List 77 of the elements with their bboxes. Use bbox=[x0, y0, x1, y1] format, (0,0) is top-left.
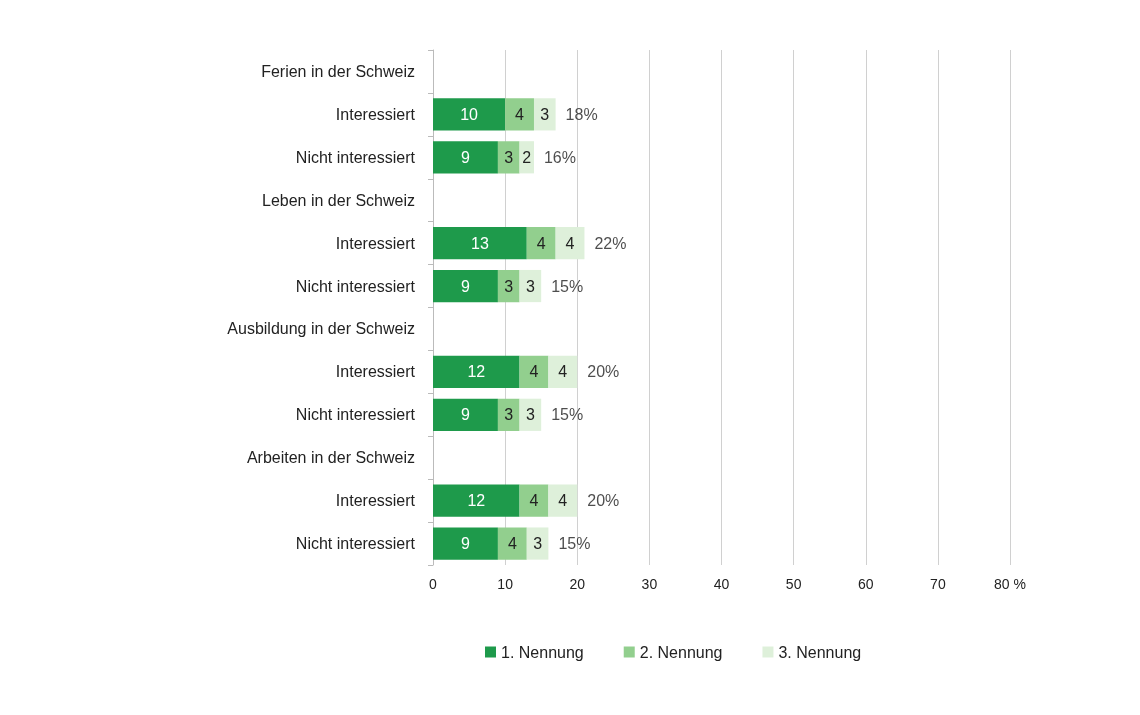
x-tick-label: 60 bbox=[857, 576, 874, 592]
y-tick-label: Nicht interessiert bbox=[295, 406, 416, 424]
x-tick-label: 50 bbox=[785, 576, 802, 592]
bar bbox=[497, 398, 520, 431]
total-label: 20% bbox=[587, 492, 620, 510]
data-label: 9 bbox=[461, 406, 470, 424]
total-label: 18% bbox=[565, 105, 598, 123]
x-tick-label: 10 bbox=[497, 576, 514, 592]
y-tick-label: Ferien in der Schweiz bbox=[261, 62, 415, 80]
x-tick-label: 70 bbox=[930, 576, 946, 592]
data-label: 2 bbox=[522, 148, 532, 166]
total-label: 22% bbox=[594, 234, 627, 252]
y-tick-label: Leben in der Schweiz bbox=[262, 191, 415, 209]
bar bbox=[433, 141, 498, 174]
bar bbox=[526, 527, 549, 560]
data-label: 4 bbox=[536, 234, 546, 252]
data-label: 3 bbox=[533, 535, 543, 553]
x-tick-label: 0 bbox=[429, 576, 438, 592]
data-label: 3 bbox=[504, 148, 514, 166]
data-label: 9 bbox=[461, 148, 470, 166]
bar bbox=[433, 398, 498, 431]
bar bbox=[433, 355, 520, 388]
x-tick-label: 30 bbox=[641, 576, 658, 592]
data-label: 3 bbox=[525, 277, 535, 295]
bar bbox=[548, 355, 578, 388]
bar bbox=[519, 484, 549, 517]
data-label: 13 bbox=[470, 234, 489, 252]
y-tick-label: Interessiert bbox=[335, 234, 416, 252]
data-label: 12 bbox=[467, 492, 486, 510]
data-label: 4 bbox=[515, 105, 525, 123]
bar bbox=[497, 527, 527, 560]
data-label: 9 bbox=[461, 277, 470, 295]
bar bbox=[555, 227, 585, 260]
total-label: 15% bbox=[551, 406, 584, 424]
data-label: 12 bbox=[467, 363, 486, 381]
data-label: 3 bbox=[540, 105, 550, 123]
data-label: 4 bbox=[529, 492, 539, 510]
y-tick-label: Ausbildung in der Schweiz bbox=[227, 320, 415, 338]
y-tick-label: Nicht interessiert bbox=[295, 535, 416, 553]
total-label: 16% bbox=[543, 148, 577, 166]
y-tick-label: Interessiert bbox=[335, 363, 416, 381]
data-label: 4 bbox=[558, 492, 568, 510]
data-label: 4 bbox=[507, 535, 517, 553]
data-label: 4 bbox=[565, 234, 575, 252]
bar bbox=[433, 269, 498, 303]
y-tick-label: Nicht interessiert bbox=[295, 148, 416, 166]
legend-label: 1. Nennung bbox=[501, 643, 584, 661]
bar bbox=[433, 484, 520, 517]
total-label: 15% bbox=[551, 277, 584, 295]
y-tick-label: Nicht interessiert bbox=[295, 277, 416, 295]
bar bbox=[433, 98, 506, 131]
total-label: 15% bbox=[558, 535, 591, 553]
data-label: 10 bbox=[460, 105, 479, 123]
data-label: 3 bbox=[504, 277, 514, 295]
bar bbox=[433, 227, 527, 260]
bar bbox=[533, 98, 556, 131]
data-label: 9 bbox=[461, 535, 470, 553]
data-label: 3 bbox=[504, 406, 514, 424]
x-tick-label: 20 bbox=[569, 576, 586, 592]
bar bbox=[433, 527, 498, 560]
y-tick-label: Interessiert bbox=[335, 105, 416, 123]
bar bbox=[519, 355, 549, 388]
y-tick-label: Interessiert bbox=[335, 492, 416, 510]
bar bbox=[505, 98, 534, 131]
total-label: 20% bbox=[587, 363, 620, 381]
data-label: 4 bbox=[558, 363, 568, 381]
data-label: 4 bbox=[529, 363, 539, 381]
legend-label: 3. Nennung bbox=[778, 643, 862, 661]
data-label: 3 bbox=[525, 406, 535, 424]
x-tick-label: 80 % bbox=[994, 576, 1026, 592]
bar bbox=[526, 227, 556, 260]
x-tick-label: 40 bbox=[713, 576, 730, 592]
bar bbox=[548, 484, 578, 517]
bar bbox=[497, 269, 520, 303]
y-tick-label: Arbeiten in der Schweiz bbox=[246, 449, 415, 467]
bar bbox=[497, 141, 520, 174]
legend-label: 2. Nennung bbox=[639, 643, 723, 661]
